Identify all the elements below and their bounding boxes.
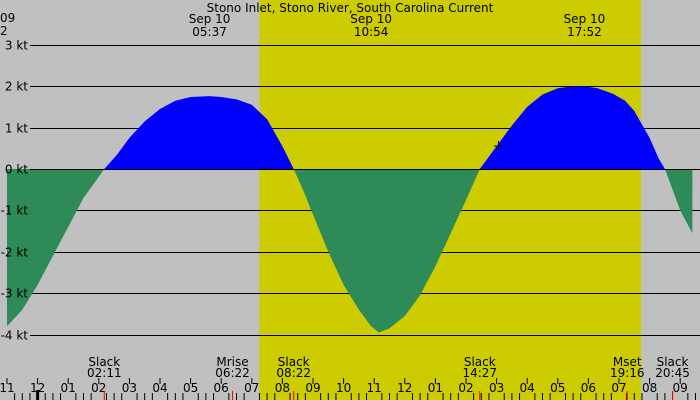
annotation-time: 05:37 xyxy=(192,25,227,39)
x-tick-label: 09 xyxy=(305,381,320,395)
x-tick-label: 01 xyxy=(428,381,443,395)
event-time: 06:22 xyxy=(215,366,250,380)
x-tick-label: 09 xyxy=(673,381,688,395)
annotation-date: Sep 10 xyxy=(350,12,392,26)
x-tick-label: 03 xyxy=(489,381,504,395)
event-time: 14:27 xyxy=(462,366,497,380)
x-tick-label: 02 xyxy=(91,381,106,395)
y-tick-label: 1 kt xyxy=(5,122,28,136)
event-time: 02:11 xyxy=(87,366,122,380)
x-tick-label: 10 xyxy=(336,381,351,395)
x-tick-label: 11 xyxy=(0,381,15,395)
x-tick-label: 05 xyxy=(550,381,565,395)
y-tick-label: 3 kt xyxy=(5,39,28,53)
flood-current-area xyxy=(7,86,693,169)
x-tick-label: 04 xyxy=(520,381,535,395)
x-tick-label: 04 xyxy=(152,381,167,395)
x-tick-label: 03 xyxy=(122,381,137,395)
x-tick-label: 06 xyxy=(214,381,229,395)
x-tick-label: 12 xyxy=(30,381,45,395)
y-tick-label: -4 kt xyxy=(1,329,29,343)
x-tick-label: 02 xyxy=(458,381,473,395)
x-axis: 11 12 01 02 03 04 05 06 07 08 09 10 11 12 01 02 03 04 05 06… xyxy=(0,378,696,400)
y-axis-tick-labels: 3 kt 2 kt 1 kt 0 kt -1 kt -2 kt -3 kt -4 kt xyxy=(1,39,29,343)
x-tick-label: 06 xyxy=(581,381,596,395)
left-edge-date-label: 09 xyxy=(0,11,15,25)
event-name: Mset xyxy=(613,355,642,369)
crosshair-cursor xyxy=(494,141,503,151)
annotation-time: 17:52 xyxy=(567,25,602,39)
y-tick-label: -2 kt xyxy=(1,246,29,260)
x-tick-label: 11 xyxy=(367,381,382,395)
y-tick-label: 2 kt xyxy=(5,80,28,94)
event-name: Slack xyxy=(278,355,310,369)
event-name: Slack xyxy=(657,355,689,369)
y-tick-label: -1 kt xyxy=(1,204,29,218)
y-tick-label: -3 kt xyxy=(1,287,29,301)
x-tick-label: 07 xyxy=(244,381,259,395)
event-name: Slack xyxy=(88,355,120,369)
event-name: Slack xyxy=(464,355,496,369)
annotation-date: Sep 10 xyxy=(189,12,231,26)
chart-title: Stono Inlet, Stono River, South Carolina… xyxy=(207,1,494,15)
x-tick-label: 08 xyxy=(642,381,657,395)
x-tick-label: 08 xyxy=(275,381,290,395)
event-time: 19:16 xyxy=(610,366,645,380)
ebb-current-area xyxy=(7,169,693,333)
event-time: 08:22 xyxy=(276,366,311,380)
left-edge-date-sub-label: 2 xyxy=(0,24,8,38)
y-tick-label: 0 kt xyxy=(5,163,28,177)
x-tick-label: 05 xyxy=(183,381,198,395)
x-tick-label: 01 xyxy=(61,381,76,395)
bottom-events: Slack02:11Mrise06:22Slack08:22Slack14:27… xyxy=(87,355,690,380)
annotation-date: Sep 10 xyxy=(564,12,606,26)
annotation-time: 10:54 xyxy=(354,25,389,39)
x-tick-label: 12 xyxy=(397,381,412,395)
x-tick-label: 07 xyxy=(611,381,626,395)
event-name: Mrise xyxy=(216,355,248,369)
event-time: 20:45 xyxy=(655,366,690,380)
